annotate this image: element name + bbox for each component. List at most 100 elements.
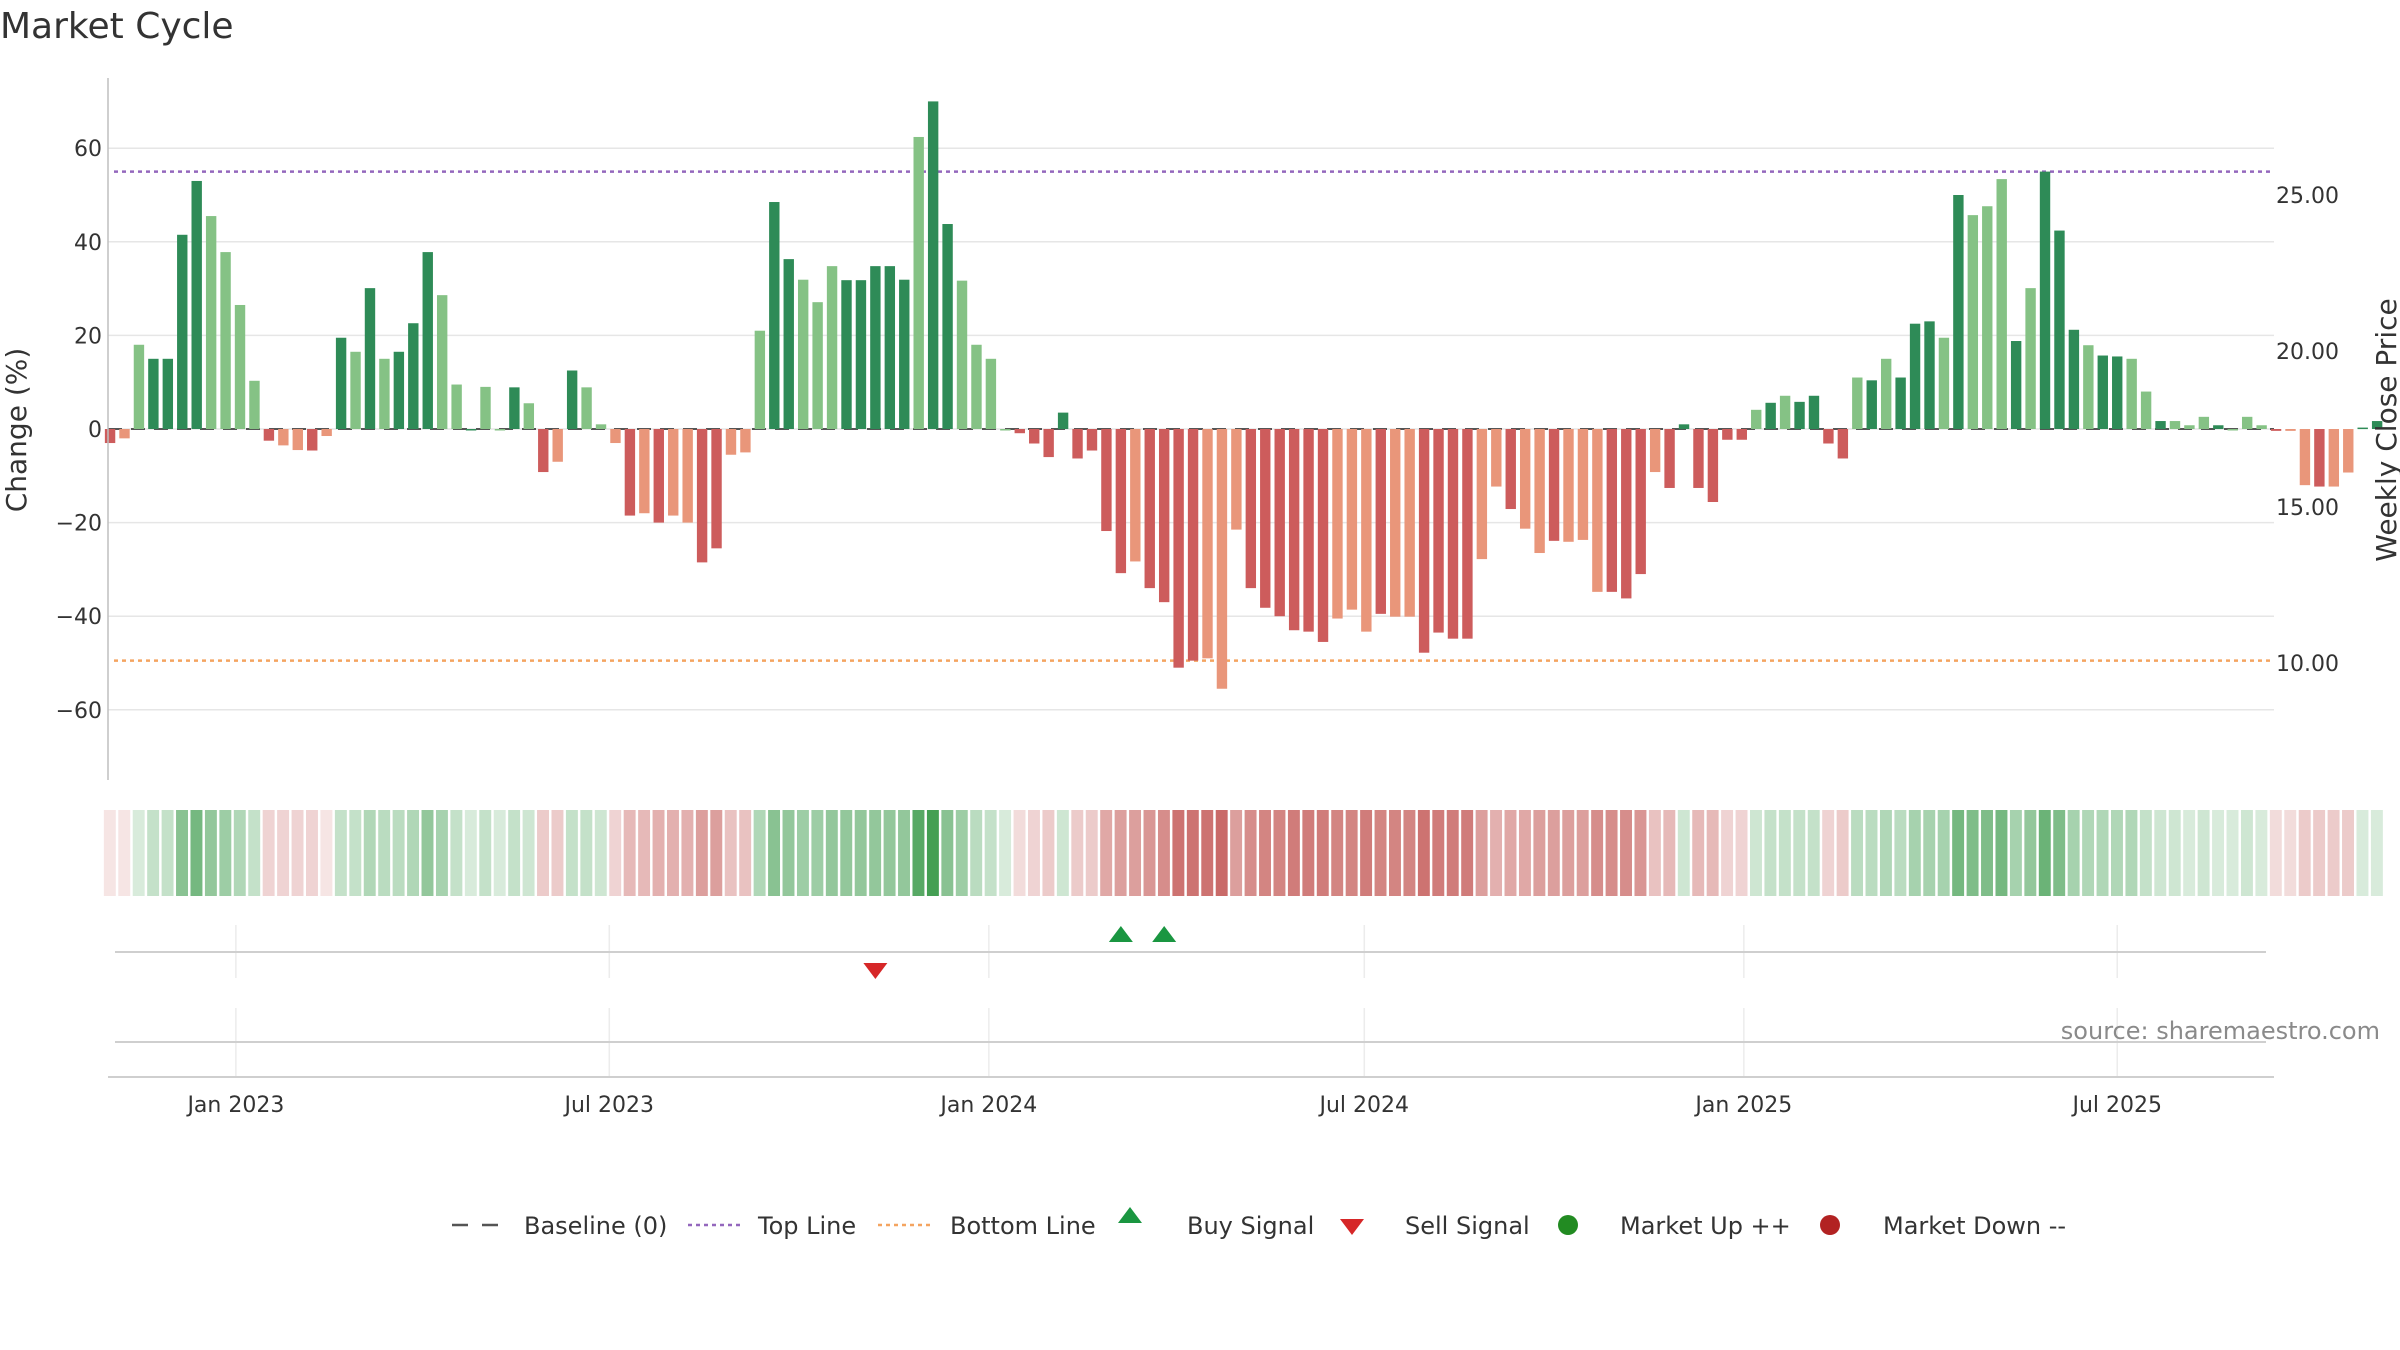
change-bar — [119, 429, 130, 439]
heat-band-cell — [1836, 810, 1849, 896]
change-bar — [220, 252, 231, 429]
change-bar — [1476, 429, 1488, 560]
change-bar — [1101, 429, 1112, 532]
change-bar — [754, 330, 766, 429]
heat-band-cell — [638, 810, 651, 896]
heat-band-cell — [1533, 810, 1546, 896]
heat-band-cell — [1721, 810, 1734, 896]
change-bar — [451, 384, 462, 429]
change-bar — [797, 279, 809, 429]
heat-band-cell — [1807, 810, 1820, 896]
change-bar — [1938, 337, 1950, 429]
change-bar — [2068, 329, 2080, 429]
change-bar — [1722, 429, 1733, 440]
heat-band-cell — [1345, 810, 1358, 896]
heat-band-cell — [1143, 810, 1156, 896]
change-bar — [1794, 401, 1805, 429]
change-bar — [2198, 416, 2210, 429]
change-bar — [1130, 429, 1141, 562]
heat-band-cell — [1822, 810, 1835, 896]
heat-band-cell — [594, 810, 607, 896]
change-bar — [2184, 425, 2195, 429]
heat-band-cell — [1475, 810, 1488, 896]
heat-band-cell — [2284, 810, 2297, 896]
heat-band-cell — [1129, 810, 1142, 896]
heat-band-cell — [2125, 810, 2138, 896]
heat-band-cell — [1230, 810, 1243, 896]
heat-band-cell — [1706, 810, 1719, 896]
x-tick-label: Jul 2023 — [563, 1093, 655, 1118]
heat-band-cell — [1923, 810, 1936, 896]
change-bar — [2010, 341, 2022, 429]
change-bar — [769, 202, 780, 429]
heat-band-cell — [320, 810, 333, 896]
heat-band-cell — [1966, 810, 1979, 896]
change-bar — [725, 429, 737, 455]
heat-band-cell — [2024, 810, 2037, 896]
heat-band-cell — [1360, 810, 1373, 896]
legend-label: Buy Signal — [1187, 1212, 1314, 1240]
change-bar — [1029, 429, 1040, 444]
heat-band-cell — [1432, 810, 1445, 896]
heat-band-cell — [2226, 810, 2239, 896]
change-bar — [1462, 429, 1473, 639]
change-bar — [1678, 424, 1690, 429]
x-axis: Jan 2023 Jul 2023 Jan 2024 Jul 2024 Jan 2025… — [108, 1076, 2274, 1118]
change-bar — [2285, 429, 2296, 431]
heat-band-cell — [2370, 810, 2383, 896]
heat-band-cell — [277, 810, 290, 896]
heat-band-cell — [1576, 810, 1589, 896]
heat-band-cell — [1331, 810, 1344, 896]
heat-band-cell — [493, 810, 506, 896]
change-bar — [985, 358, 997, 429]
change-bar — [191, 180, 202, 429]
change-bar — [2270, 429, 2282, 431]
heat-band-cell — [854, 810, 867, 896]
change-bar — [1606, 429, 1618, 592]
heat-band-cell — [1793, 810, 1806, 896]
change-bar — [1043, 429, 1054, 458]
change-bar — [1808, 395, 1820, 429]
change-bar — [1274, 429, 1285, 617]
heat-band-cell — [450, 810, 463, 896]
change-bar — [1823, 429, 1834, 444]
change-bar — [653, 429, 664, 523]
change-bar — [826, 266, 838, 429]
heat-band-cell — [118, 810, 131, 896]
change-bar — [1375, 429, 1386, 614]
heat-band-cell — [522, 810, 535, 896]
heat-band-cell — [2096, 810, 2109, 896]
change-bar — [2155, 421, 2166, 429]
heat-band-cell — [782, 810, 795, 896]
heat-band-cell — [1417, 810, 1430, 896]
change-bar — [1880, 358, 1892, 429]
heat-band-cell — [1518, 810, 1531, 896]
change-bar — [812, 302, 823, 429]
change-bar — [104, 429, 116, 444]
change-bar — [2256, 425, 2267, 429]
heat-band-cell — [349, 810, 362, 896]
change-bar — [408, 323, 419, 429]
heat-band-cell — [623, 810, 636, 896]
heat-band-cell — [1634, 810, 1647, 896]
change-bar — [1707, 429, 1719, 503]
heat-band-cell — [1302, 810, 1315, 896]
heat-band-cell — [898, 810, 910, 896]
heat-band-cell — [508, 810, 521, 896]
legend-label: Top Line — [757, 1212, 856, 1240]
change-bar — [177, 234, 188, 429]
heat-band-cell — [926, 810, 939, 896]
heat-band-cell — [2342, 810, 2354, 896]
change-bar — [494, 429, 506, 431]
change-bar — [249, 380, 260, 429]
heat-band-cell — [103, 810, 116, 896]
heat-band-cell — [652, 810, 665, 896]
heat-band-cell — [1056, 810, 1069, 896]
heat-band-cell — [970, 810, 983, 896]
heat-band-cell — [883, 810, 896, 896]
change-bar — [1505, 429, 1516, 510]
change-bar — [2054, 230, 2065, 429]
legend-sell-triangle-icon — [1340, 1219, 1364, 1235]
change-bar — [1216, 429, 1228, 689]
change-bar — [1909, 323, 1921, 429]
